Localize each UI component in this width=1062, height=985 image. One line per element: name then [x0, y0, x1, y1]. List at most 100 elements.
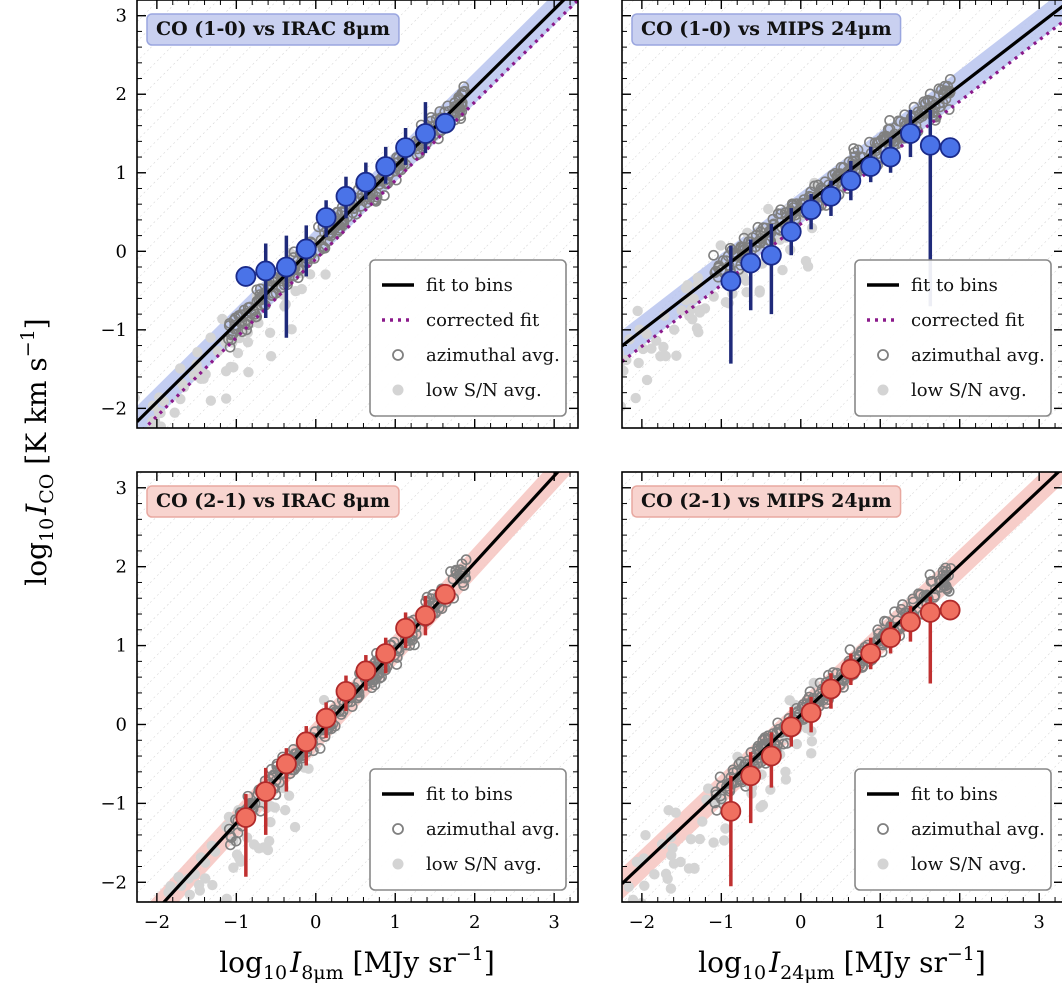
bin-marker	[800, 199, 822, 221]
y-axis-title: log10ICO [K km s−1]	[17, 318, 58, 586]
bin-marker	[860, 156, 882, 177]
panel-title-box	[631, 13, 902, 46]
azimuthal-point	[236, 326, 248, 338]
low-sn-point	[140, 954, 150, 964]
azimuthal-point	[391, 152, 402, 163]
plot-area	[137, 0, 578, 428]
fit-line	[137, 0, 566, 423]
azimuthal-point	[848, 143, 860, 154]
x-tick-label: −2	[144, 912, 171, 933]
bin-marker	[255, 260, 277, 282]
low-sn-point	[641, 374, 653, 386]
azimuthal-point	[314, 743, 326, 754]
x-tick-label: 1	[390, 912, 401, 933]
azimuthal-point	[943, 104, 955, 115]
bin-marker	[939, 137, 961, 159]
azimuthal-point	[827, 169, 838, 181]
azimuthal-point	[938, 573, 950, 585]
azimuthal-point	[709, 797, 721, 809]
y-tick-label: 2	[116, 557, 127, 578]
low-sn-point	[802, 261, 814, 272]
bin-marker	[235, 266, 257, 287]
x-tick-label: 0	[310, 912, 321, 933]
bin-marker	[840, 658, 862, 680]
azimuthal-point	[922, 94, 934, 106]
low-sn-point	[188, 370, 200, 381]
legend-azimuthal-swatch	[392, 349, 404, 361]
low-sn-point	[708, 837, 719, 848]
y-tick-label: 2	[116, 84, 127, 105]
low-sn-point	[286, 324, 297, 335]
low-sn-point	[174, 363, 186, 374]
bin-marker	[919, 602, 941, 623]
azimuthal-point	[459, 567, 471, 578]
azimuthal-point	[717, 255, 729, 266]
azimuthal-point	[458, 580, 470, 592]
low-sn-point	[665, 883, 677, 894]
bin-marker	[720, 270, 742, 292]
x-tick-label: −2	[629, 912, 656, 933]
bin-marker	[919, 134, 941, 156]
y-tick-label: 1	[116, 163, 127, 184]
azimuthal-point	[445, 566, 456, 577]
legend-lowsn-swatch	[877, 858, 889, 870]
low-sn-point	[139, 962, 149, 972]
low-sn-point	[207, 879, 218, 891]
bin-marker	[335, 185, 357, 207]
low-sn-point	[627, 894, 639, 902]
bin-marker	[375, 643, 397, 664]
bin-marker	[820, 185, 842, 207]
low-sn-point	[184, 889, 196, 901]
bin-marker	[434, 583, 456, 605]
axes-frame	[136, 471, 579, 903]
low-sn-point	[689, 862, 700, 874]
low-sn-point	[622, 357, 626, 368]
y-tick-label: 0	[116, 241, 127, 262]
low-sn-point	[623, 881, 634, 893]
legend-label: fit to bins	[911, 275, 998, 296]
fit-line	[161, 472, 560, 902]
y-tick-label: 3	[116, 478, 127, 499]
low-sn-point	[649, 869, 660, 880]
low-sn-point	[248, 839, 260, 850]
legend-label: low S/N avg.	[911, 854, 1027, 875]
low-sn-point	[633, 357, 644, 369]
legend-label: fit to bins	[911, 784, 998, 805]
low-sn-point	[242, 336, 254, 348]
legend-azimuthal-swatch	[877, 823, 889, 835]
y-tick-label: −2	[100, 872, 127, 893]
azimuthal-point	[240, 307, 252, 319]
low-sn-point	[179, 910, 189, 920]
azimuthal-point	[933, 83, 945, 95]
low-sn-point	[660, 868, 672, 880]
low-sn-point	[289, 821, 301, 833]
legend: fit to bins corrected fit azimuthal avg. lo…	[854, 259, 1052, 417]
low-sn-point	[697, 816, 708, 827]
low-sn-point	[622, 365, 629, 377]
low-sn-point	[205, 332, 216, 343]
azimuthal-point	[337, 219, 349, 231]
azimuthal-point	[772, 208, 784, 220]
azimuthal-point	[926, 575, 938, 587]
azimuthal-point	[752, 235, 764, 247]
low-sn-point	[193, 879, 205, 891]
bin-marker	[315, 207, 337, 228]
legend-azimuthal-swatch	[392, 823, 404, 835]
bin-marker	[780, 221, 802, 243]
low-sn-point	[708, 291, 719, 302]
azimuthal-point	[924, 88, 936, 100]
y-tick-label: 1	[116, 636, 127, 657]
low-sn-point	[669, 324, 680, 335]
bin-marker	[939, 599, 961, 621]
low-sn-point	[130, 934, 140, 944]
low-sn-point	[218, 897, 229, 902]
low-sn-point	[694, 833, 706, 845]
low-sn-point	[754, 287, 765, 298]
low-sn-point	[199, 873, 211, 884]
low-sn-point	[258, 842, 269, 853]
bin-marker	[315, 707, 337, 729]
x-tick-label: 3	[548, 912, 559, 933]
legend-label: low S/N avg.	[426, 854, 542, 875]
y-tick-label: −2	[100, 398, 127, 419]
